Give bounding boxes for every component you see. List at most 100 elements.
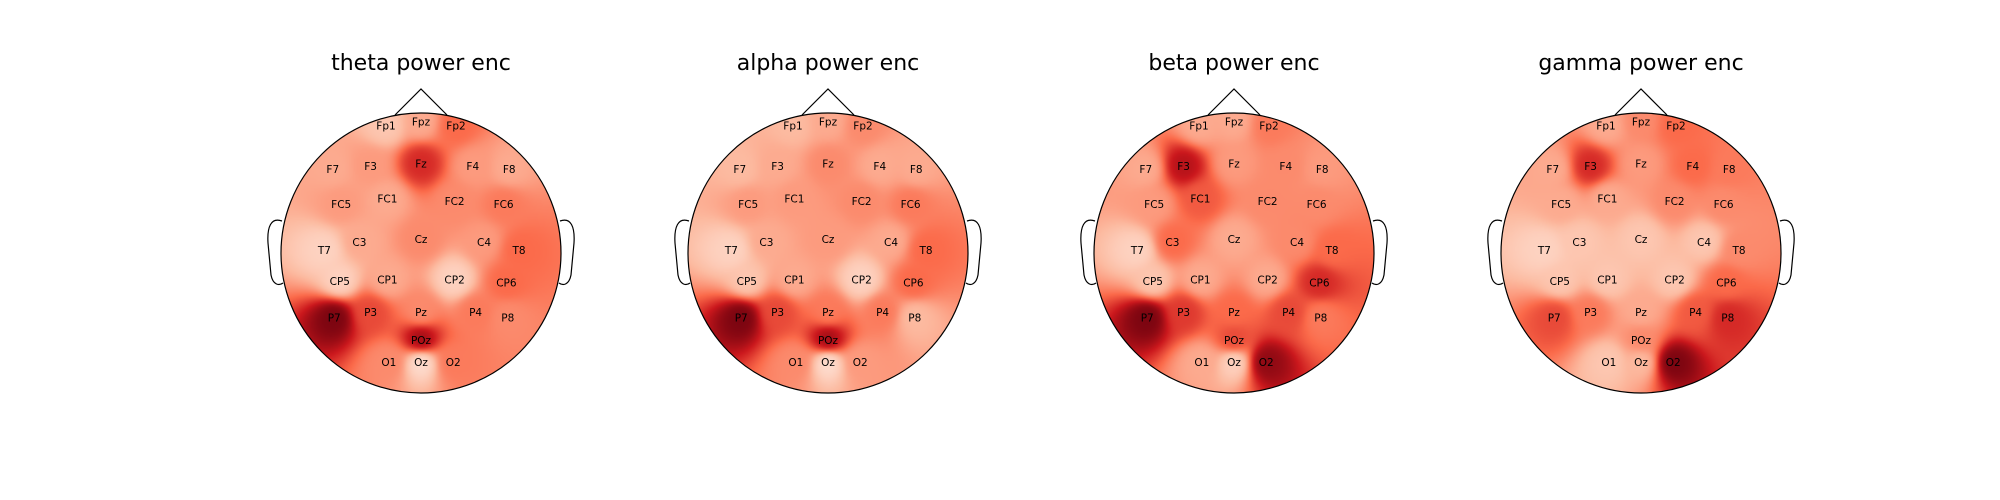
electrode-label: FC6 bbox=[1714, 199, 1734, 211]
electrode-label: CP6 bbox=[496, 277, 517, 289]
electrode-label: F7 bbox=[1139, 164, 1152, 176]
electrode-label: T8 bbox=[1731, 245, 1745, 257]
right-ear-icon bbox=[558, 219, 575, 286]
electrode-label: C4 bbox=[1697, 237, 1711, 249]
electrode-label: FC2 bbox=[1665, 196, 1685, 208]
electrode-label: POz bbox=[1631, 335, 1652, 347]
electrode-label: O1 bbox=[788, 357, 803, 369]
electrode-label: F3 bbox=[1584, 161, 1597, 173]
right-ear-icon bbox=[965, 219, 982, 286]
electrode-label: CP1 bbox=[377, 275, 397, 287]
left-ear-icon bbox=[267, 219, 284, 286]
electrode-label: F4 bbox=[1279, 161, 1292, 173]
electrode-label: Fp1 bbox=[783, 121, 802, 133]
electrode-label: P7 bbox=[1548, 312, 1561, 324]
electrode-label: P4 bbox=[1689, 307, 1702, 319]
electrode-label: P7 bbox=[328, 312, 341, 324]
electrode-label: Fz bbox=[1635, 158, 1647, 170]
left-ear-icon bbox=[1487, 219, 1504, 286]
electrode-label: T8 bbox=[511, 245, 525, 257]
head-outline bbox=[687, 112, 969, 394]
topomap-panel: alpha power enc Fp1 Fpz Fp2 F7 F3 Fz F4 F8 FC5 FC1… bbox=[674, 51, 982, 394]
electrode-label: Fz bbox=[822, 158, 834, 170]
electrode-label: FC2 bbox=[445, 196, 465, 208]
electrode-label: Pz bbox=[1635, 307, 1647, 319]
electrode-label: Cz bbox=[1635, 234, 1648, 246]
electrode-label: C3 bbox=[1165, 237, 1179, 249]
electrode-label: P7 bbox=[735, 312, 748, 324]
panel-title: alpha power enc bbox=[737, 51, 920, 76]
electrode-label: T8 bbox=[1324, 245, 1338, 257]
electrode-label: CP1 bbox=[1597, 275, 1617, 287]
head-outline bbox=[1500, 112, 1782, 394]
electrode-label: P3 bbox=[771, 307, 784, 319]
electrode-label: FC6 bbox=[494, 199, 514, 211]
left-ear-icon bbox=[674, 219, 691, 286]
electrode-label: C3 bbox=[352, 237, 366, 249]
electrode-label: F4 bbox=[873, 161, 886, 173]
electrode-label: C3 bbox=[759, 237, 773, 249]
right-ear-icon bbox=[1778, 219, 1795, 286]
electrode-label: C4 bbox=[477, 237, 491, 249]
electrode-label: F4 bbox=[466, 161, 479, 173]
electrode-label: Oz bbox=[414, 357, 428, 369]
electrode-label: CP5 bbox=[737, 276, 757, 288]
electrode-label: Fp1 bbox=[1596, 121, 1615, 133]
interpolated-field bbox=[688, 113, 968, 393]
electrode-label: FC6 bbox=[1307, 199, 1327, 211]
electrode-label: Fp2 bbox=[1259, 121, 1278, 133]
electrode-label: F8 bbox=[1723, 164, 1736, 176]
electrode-label: O2 bbox=[1259, 357, 1274, 369]
electrode-label: P4 bbox=[876, 307, 889, 319]
electrode-label: Fp2 bbox=[446, 121, 465, 133]
electrode-label: C4 bbox=[884, 237, 898, 249]
electrode-label: CP6 bbox=[903, 277, 924, 289]
electrode-label: F8 bbox=[503, 164, 516, 176]
panel-title: theta power enc bbox=[331, 51, 511, 76]
electrode-label: T7 bbox=[1130, 245, 1144, 257]
electrode-label: F8 bbox=[910, 164, 923, 176]
electrode-label: FC5 bbox=[738, 199, 758, 211]
electrode-label: F4 bbox=[1686, 161, 1699, 173]
electrode-label: P3 bbox=[364, 307, 377, 319]
electrode-label: Oz bbox=[1634, 357, 1648, 369]
nose-icon bbox=[1207, 88, 1261, 116]
electrode-label: C3 bbox=[1572, 237, 1586, 249]
electrode-label: Cz bbox=[415, 234, 428, 246]
electrode-label: CP1 bbox=[1190, 275, 1210, 287]
electrode-label: FC2 bbox=[852, 196, 872, 208]
electrode-label: P7 bbox=[1141, 312, 1154, 324]
electrode-label: FC2 bbox=[1258, 196, 1278, 208]
electrode-label: Fpz bbox=[819, 116, 838, 128]
electrode-label: POz bbox=[411, 335, 432, 347]
electrode-label: POz bbox=[818, 335, 839, 347]
head-outline bbox=[1093, 112, 1375, 394]
electrode-label: P8 bbox=[908, 312, 921, 324]
electrode-label: Pz bbox=[822, 307, 834, 319]
topomap-panel: theta power enc Fp1 Fpz Fp2 F7 F3 Fz F4 F8 FC5 FC1… bbox=[267, 51, 575, 394]
electrode-label: P4 bbox=[469, 307, 482, 319]
electrode-label: F3 bbox=[771, 161, 784, 173]
electrode-label: T7 bbox=[1537, 245, 1551, 257]
electrode-label: Fp2 bbox=[853, 121, 872, 133]
electrode-label: CP6 bbox=[1716, 277, 1737, 289]
interpolated-field bbox=[1094, 113, 1374, 393]
interpolated-field bbox=[1501, 113, 1781, 393]
nose-icon bbox=[1614, 88, 1668, 116]
electrode-label: CP5 bbox=[330, 276, 350, 288]
electrode-label: Fz bbox=[415, 158, 427, 170]
electrode-label: C4 bbox=[1290, 237, 1304, 249]
left-ear-icon bbox=[1080, 219, 1097, 286]
interpolated-field bbox=[281, 113, 561, 393]
electrode-label: O2 bbox=[1666, 357, 1681, 369]
electrode-label: CP2 bbox=[1257, 275, 1277, 287]
nose-icon bbox=[394, 88, 448, 116]
electrode-label: FC1 bbox=[377, 193, 397, 205]
electrode-label: O1 bbox=[1601, 357, 1616, 369]
electrode-label: F7 bbox=[1546, 164, 1559, 176]
electrode-label: P8 bbox=[1721, 312, 1734, 324]
electrode-label: F7 bbox=[326, 164, 339, 176]
electrode-label: Fpz bbox=[1225, 116, 1244, 128]
electrode-label: POz bbox=[1224, 335, 1245, 347]
topomap-panel: beta power enc Fp1 Fpz Fp2 F7 F3 Fz F4 F8 FC5 FC1 F… bbox=[1080, 51, 1388, 394]
